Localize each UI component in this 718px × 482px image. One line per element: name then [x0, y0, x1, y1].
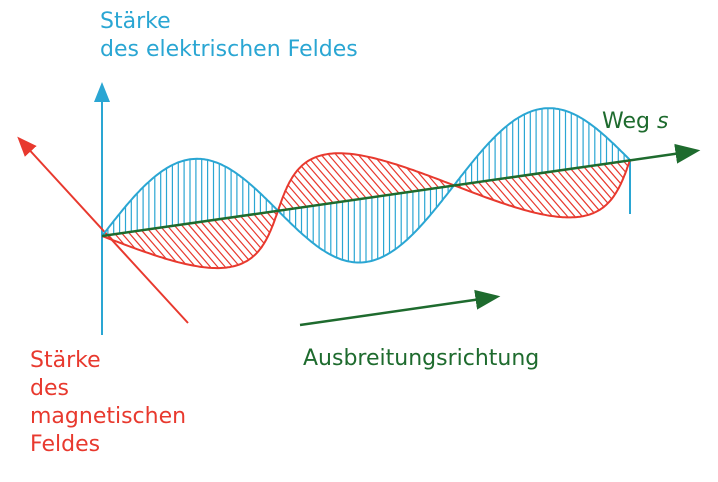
hatch-magnetic-line [310, 159, 347, 202]
hatch-magnetic-line [213, 219, 250, 261]
magnetic-field-label: Stärke des magnetischen Feldes [30, 347, 186, 459]
electric-field-label-line2: des elektrischen Feldes [100, 37, 358, 62]
magnetic-field-label-line1: Stärke [30, 348, 101, 373]
hatch-magnetic-line [266, 211, 275, 222]
propagation-arrow [299, 289, 501, 327]
hatch-magnetic-line [396, 164, 420, 191]
hatch-magnetic-line [174, 225, 212, 269]
path-label-word: Weg [602, 109, 650, 134]
magnetic-field-axis [17, 136, 189, 324]
hatch-magnetic-line [287, 184, 308, 207]
hatch-magnetic-line [603, 163, 622, 185]
hatch-magnetic-line [300, 165, 334, 204]
hatch-magnetic-line [341, 152, 380, 197]
path-axis [101, 143, 701, 238]
hatch-magnetic-line [550, 171, 589, 216]
hatch-magnetic-line [497, 178, 526, 211]
hatch-magnetic-line [253, 213, 271, 233]
hatch-magnetic-line [477, 181, 495, 201]
hatch-magnetic-line [530, 173, 569, 218]
hatch-magnetic-line [207, 220, 245, 263]
path-label-symbol: s [656, 109, 669, 134]
hatch-magnetic-line [167, 226, 204, 268]
hatch-magnetic-line [484, 180, 506, 205]
hatch-magnetic-line [259, 212, 273, 228]
electric-field-wave [101, 107, 631, 264]
hatch-magnetic-line [543, 171, 583, 217]
hatch-magnetic-line [589, 165, 616, 195]
hatch-magnetic-line [349, 153, 387, 196]
propagation-label: Ausbreitungsrichtung [303, 346, 540, 371]
hatch-magnetic-line [187, 223, 227, 268]
hatch-magnetic-line [563, 169, 600, 211]
hatch-magnetic-line [226, 217, 258, 253]
hatch-magnetic-line [147, 228, 177, 263]
hatch-magnetic-line [523, 174, 561, 218]
hatch-magnetic-line [246, 214, 268, 239]
hatch-magnetic-line [327, 153, 367, 199]
hatch-magnetic-line [200, 221, 239, 266]
magnetic-field-hatching [108, 152, 629, 269]
hatch-magnetic-line [406, 167, 426, 190]
path-label: Weg s [602, 108, 668, 136]
hatch-magnetic-line [556, 170, 595, 214]
hatch-magnetic-line [240, 215, 265, 244]
hatch-magnetic-line [334, 153, 374, 198]
electric-field-label-line1: Stärke [100, 9, 171, 34]
hatch-magnetic-line [609, 162, 624, 179]
hatch-magnetic-line [297, 169, 327, 205]
magnetic-field-wave [101, 152, 631, 270]
hatch-magnetic-line [616, 161, 627, 173]
hatch-magnetic-line [282, 196, 294, 209]
hatch-magnetic-line [193, 222, 233, 267]
hatch-magnetic-line [358, 154, 393, 195]
hatch-magnetic-line [154, 228, 186, 265]
electric-field-hatching [107, 108, 631, 263]
hatch-magnetic-line [471, 182, 484, 197]
hatch-magnetic-line [583, 166, 613, 200]
magnetic-field-label-line4: Feldes [30, 432, 101, 457]
hatch-magnetic-line [233, 216, 262, 249]
hatch-magnetic-line [366, 156, 400, 194]
hatch-magnetic-line [490, 179, 516, 208]
hatch-magnetic-line [385, 161, 413, 192]
hatch-magnetic-line [510, 176, 545, 215]
hatch-magnetic-line [180, 224, 220, 269]
hatch-magnetic-line [285, 190, 301, 208]
hatch-magnetic-line [121, 232, 136, 249]
hatch-magnetic-line [290, 179, 314, 206]
hatch-magnetic-line [427, 175, 440, 188]
magnetic-field-label-line3: magnetischen [30, 404, 187, 429]
electric-field-label: Stärke des elektrischen Feldes [100, 8, 358, 64]
hatch-magnetic-line [576, 167, 609, 204]
hatch-magnetic-line [570, 168, 605, 208]
hatch-magnetic-line [160, 227, 196, 267]
hatch-magnetic-line [504, 177, 535, 213]
hatch-magnetic-line [417, 171, 433, 189]
hatch-magnetic-line [127, 231, 147, 253]
hatch-magnetic-line [220, 218, 254, 257]
hatch-magnetic-line [537, 172, 576, 218]
magnetic-field-label-line2: des [30, 376, 69, 401]
hatch-magnetic-line [134, 230, 157, 257]
hatch-magnetic-line [280, 202, 288, 210]
hatch-magnetic-line [305, 162, 341, 203]
hatch-magnetic-line [293, 174, 321, 206]
hatch-magnetic-line [141, 229, 167, 260]
hatch-magnetic-line [596, 164, 619, 190]
hatch-magnetic-line [321, 154, 360, 200]
hatch-magnetic-line [114, 233, 125, 245]
hatch-magnetic-line [315, 156, 354, 201]
hatch-magnetic-line [517, 175, 553, 217]
hatch-magnetic-line [376, 158, 407, 193]
